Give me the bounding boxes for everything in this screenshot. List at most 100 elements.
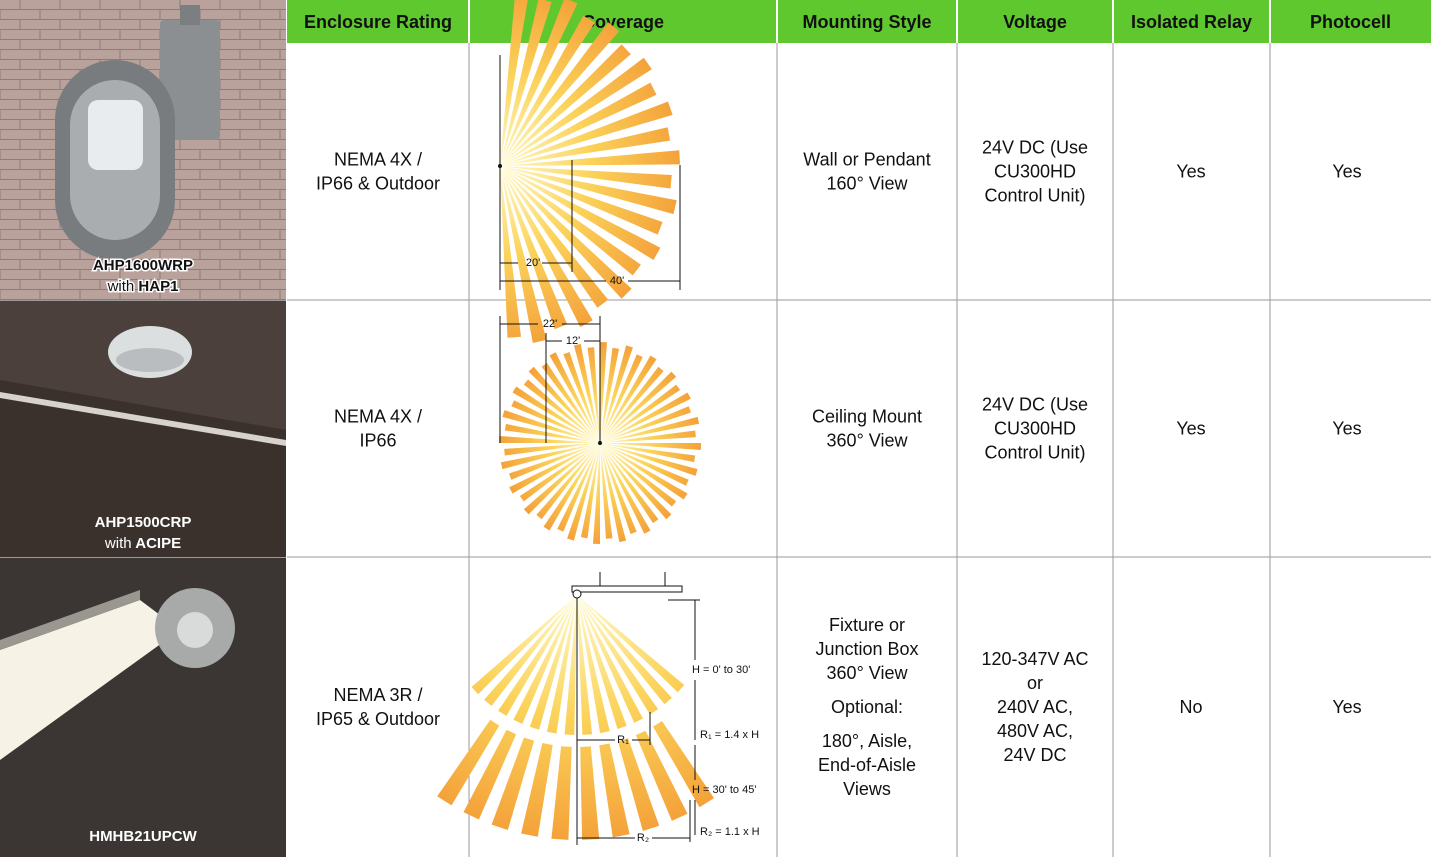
cell-text: NEMA 4X / — [334, 406, 422, 426]
coverage-ray — [500, 44, 631, 166]
cell-text: Control Unit) — [984, 185, 1085, 205]
coverage-ray — [500, 82, 657, 166]
cell-text: Views — [843, 779, 891, 799]
coverage-ray — [551, 746, 572, 840]
cell-text: Yes — [1332, 418, 1361, 438]
sensor-base — [116, 348, 184, 372]
coverage-ray — [600, 366, 664, 443]
with-text: with — [107, 278, 135, 295]
coverage-ray — [600, 384, 681, 443]
coverage-ray — [500, 101, 673, 166]
cell-text: Junction Box — [815, 639, 918, 659]
cell-text: Control Unit) — [984, 442, 1085, 462]
light-bar-edge — [0, 590, 140, 650]
column-header: Mounting Style — [803, 12, 932, 32]
column-header: Voltage — [1003, 12, 1067, 32]
coverage-ray — [577, 595, 672, 705]
coverage-ray — [500, 22, 620, 167]
coverage-ray — [600, 443, 688, 500]
cell-text: Yes — [1176, 418, 1205, 438]
coverage-ray — [509, 443, 600, 494]
coverage-ray — [600, 443, 659, 524]
coverage-ray — [500, 166, 593, 328]
coverage-ray — [599, 743, 630, 838]
coverage-ray — [521, 743, 553, 837]
coverage-ray — [635, 730, 688, 821]
coverage-ray — [500, 0, 578, 166]
coverage-ray — [577, 595, 610, 734]
cell-text: Optional: — [831, 697, 903, 717]
coverage-ray — [577, 595, 659, 715]
coverage-ray — [557, 443, 600, 532]
coverage-ray — [567, 443, 600, 541]
beam-edge — [0, 392, 286, 446]
cell-text: 180°, Aisle, — [822, 731, 912, 751]
coverage-ray — [600, 443, 627, 543]
coverage-ray — [502, 410, 600, 443]
coverage-ray — [500, 150, 680, 166]
coverage-ray — [500, 166, 547, 343]
cell-text: Wall or Pendant — [803, 149, 930, 169]
cell-text: End-of-Aisle — [818, 755, 916, 775]
coverage-ray — [500, 0, 552, 166]
coverage-ray — [600, 443, 698, 476]
coverage-ray — [580, 746, 600, 840]
grid — [0, 299, 1431, 558]
junction-box — [160, 20, 220, 140]
dimension-label: 40' — [610, 275, 624, 287]
dimension-label: H = 30' to 45' — [692, 784, 756, 796]
coverage-ray — [600, 347, 620, 443]
coverage-ray — [437, 719, 500, 806]
cell-text: 480V AC, — [997, 721, 1073, 741]
coverage-ray — [500, 166, 663, 235]
dimension-label: R₁ = 1.4 x H — [700, 729, 759, 741]
accessory-name: ACIPE — [135, 535, 181, 552]
cell-text: Fixture or — [829, 615, 905, 635]
coverage-ray — [484, 595, 577, 706]
cell-text: 160° View — [827, 173, 909, 193]
sensor-lens — [177, 612, 213, 648]
column-header: Photocell — [1310, 12, 1391, 32]
product-model: HMHB21UPCW — [89, 828, 197, 845]
dimension-label: H = 0' to 30' — [692, 664, 750, 676]
coverage-ray — [500, 166, 521, 338]
coverage-ray — [600, 342, 607, 443]
coverage-ray — [500, 166, 672, 189]
product-model: AHP1600WRP — [93, 257, 193, 274]
coverage-ray — [500, 0, 528, 166]
dimension-label: R₂ — [637, 832, 649, 844]
coverage-ray — [600, 443, 651, 534]
product-model: AHP1500CRP — [95, 514, 192, 531]
coverage-ray — [541, 362, 600, 443]
column-header: Coverage — [582, 12, 664, 32]
coverage-ray — [587, 347, 600, 443]
cell-text: 24V DC — [1003, 745, 1066, 765]
column-header: Enclosure Rating — [304, 12, 452, 32]
coverage-ray — [600, 443, 689, 486]
dimension-label: 12' — [566, 335, 580, 347]
coverage-ray — [600, 443, 637, 534]
cell-text: IP65 & Outdoor — [316, 709, 440, 729]
coverage-ray — [577, 595, 593, 735]
coverage-ray — [499, 436, 600, 443]
beam — [0, 380, 286, 557]
column-header: Isolated Relay — [1131, 12, 1252, 32]
coverage-ray — [500, 166, 677, 215]
coverage-ray — [600, 416, 700, 443]
coverage-ray — [577, 595, 643, 723]
coverage-ray — [577, 595, 685, 693]
coverage-ray — [500, 443, 600, 470]
dimension-label: R₂ = 1.1 x H — [700, 826, 760, 838]
coverage-ray — [523, 379, 600, 443]
coverage-ray — [512, 386, 600, 443]
coverage-ray — [600, 430, 696, 443]
coverage-ray — [564, 595, 577, 735]
coverage-ray — [593, 443, 600, 544]
cell-text: IP66 & Outdoor — [316, 173, 440, 193]
fixture — [571, 585, 683, 593]
coverage-ray — [600, 345, 633, 443]
cell-text: No — [1179, 697, 1202, 717]
coverage-ray — [511, 400, 600, 443]
